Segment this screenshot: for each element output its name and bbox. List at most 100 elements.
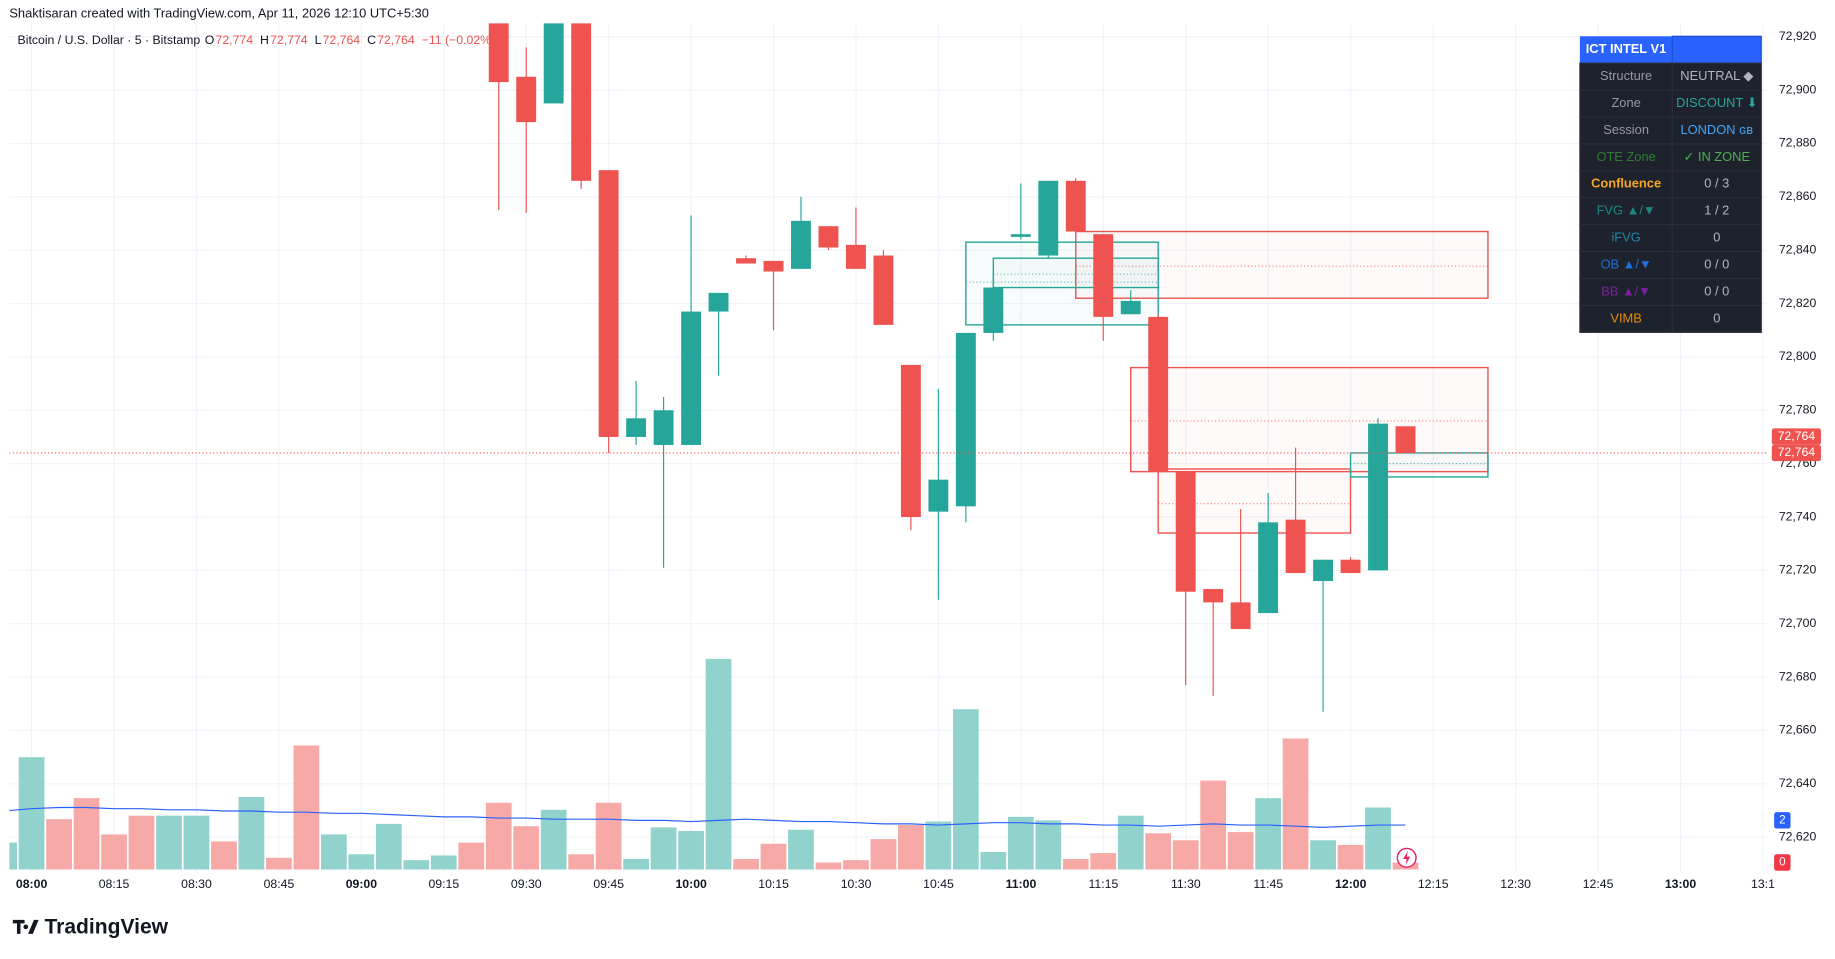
- x-tick-label: 11:15: [1089, 877, 1119, 891]
- candle-body: [845, 244, 866, 269]
- volume-bar: [1090, 853, 1117, 870]
- x-tick-label: 12:45: [1583, 877, 1614, 891]
- x-tick-label: 13:00: [1665, 877, 1697, 891]
- table-cell: [1579, 224, 1673, 253]
- candle-body: [1093, 234, 1114, 317]
- ohlc-value: 72,774: [216, 33, 254, 47]
- ohlc-change: −11 (−0.02%): [422, 33, 495, 47]
- volume-bar: [1365, 807, 1391, 870]
- y-tick-label: 72,900: [1779, 82, 1817, 96]
- candle-body: [626, 418, 647, 437]
- y-tick-label: 72,780: [1779, 403, 1817, 417]
- candle-body: [736, 258, 756, 264]
- volume-bar: [1255, 798, 1281, 870]
- table-header-bg: [1579, 36, 1673, 64]
- volume-bar: [1200, 780, 1227, 870]
- table-value: 0: [1713, 310, 1720, 325]
- y-tick-label: 72,920: [1779, 29, 1817, 43]
- x-tick-label: 13:1: [1751, 877, 1775, 891]
- volume-bar: [898, 825, 924, 870]
- logo-text: TradingView: [44, 916, 168, 939]
- volume-bar: [101, 834, 127, 870]
- candle-body: [681, 311, 702, 445]
- zone: [1075, 230, 1489, 299]
- candle-body: [1285, 519, 1306, 574]
- x-tick-label: 09:00: [346, 877, 378, 891]
- price-badge: [1771, 428, 1821, 445]
- y-tick-label: 72,860: [1779, 189, 1817, 203]
- y-tick-label: 72,840: [1779, 242, 1817, 256]
- candle-body: [1313, 559, 1334, 582]
- table-label: Structure: [1600, 68, 1652, 83]
- volume-bar: [9, 842, 17, 870]
- volume-bar: [925, 821, 952, 870]
- table-label: Session: [1603, 122, 1649, 137]
- logo: TradingView: [12, 916, 169, 939]
- y-tick-label: 72,800: [1779, 349, 1817, 363]
- zone: [1157, 468, 1352, 534]
- x-tick-label: 09:30: [511, 877, 542, 891]
- volume-bar: [1337, 844, 1364, 870]
- x-tick-label: 11:00: [1006, 877, 1037, 891]
- candle-body: [1065, 180, 1086, 232]
- y-tick-label: 72,660: [1779, 723, 1817, 737]
- zone: [1130, 366, 1489, 473]
- candle-body: [1120, 300, 1141, 315]
- table-value: 0 / 0: [1704, 256, 1729, 271]
- x-tick-label: 09:15: [428, 877, 459, 891]
- table-cell: [1671, 170, 1762, 199]
- table-value: 0 / 0: [1704, 283, 1729, 298]
- volume-bar: [18, 757, 45, 870]
- volume-bar: [1227, 832, 1254, 870]
- y-tick-label: 72,820: [1779, 296, 1817, 310]
- volume-badge: [1774, 854, 1791, 871]
- volume-bar: [595, 802, 622, 870]
- volume-bar: [733, 858, 759, 870]
- price-badge-label: 72,764: [1778, 445, 1816, 459]
- y-tick-label: 72,880: [1779, 136, 1817, 150]
- volume-bar: [458, 842, 485, 870]
- x-tick-label: 12:15: [1418, 877, 1449, 891]
- table-label: VIMB: [1610, 310, 1641, 325]
- volume-bar: [293, 745, 320, 870]
- table-cell: [1579, 304, 1673, 333]
- volume-bar: [266, 857, 292, 870]
- table-label: Zone: [1611, 95, 1640, 110]
- alert-icon: [1396, 847, 1417, 868]
- volume-bar: [650, 827, 677, 870]
- volume-bar: [1062, 858, 1089, 870]
- volume-badge-label: 0: [1779, 856, 1786, 869]
- x-tick-label: 10:15: [758, 877, 789, 891]
- candle-body: [653, 410, 674, 445]
- candle-body: [818, 226, 839, 248]
- price-badge-label: 72,764: [1778, 429, 1816, 443]
- icon-bolt: [1403, 850, 1411, 865]
- table-cell: [1671, 116, 1762, 145]
- table-value: DISCOUNT ⬇: [1676, 95, 1757, 110]
- candle-body: [708, 292, 729, 312]
- volume-bar: [568, 854, 595, 870]
- volume-bar: [1007, 816, 1034, 870]
- volume-bar: [156, 815, 182, 870]
- table-label: BB ▲/▼: [1601, 283, 1651, 298]
- y-tick-label: 72,640: [1779, 776, 1817, 790]
- logo-mark: [12, 919, 39, 934]
- table-value: NEUTRAL ◆: [1680, 68, 1753, 83]
- candle-body: [571, 23, 592, 181]
- volume-bar: [788, 829, 814, 870]
- volume-bar: [348, 854, 375, 870]
- table-label: OB ▲/▼: [1601, 256, 1652, 271]
- zones: [965, 230, 1489, 534]
- zone: [992, 257, 1159, 289]
- volume-pane: [9, 658, 1419, 870]
- x-tick-label: 08:00: [16, 877, 48, 891]
- volume-bar: [46, 819, 72, 870]
- volume-ma-line: [9, 806, 1406, 828]
- candle-body: [763, 260, 784, 272]
- attribution: Shaktisaran created with TradingView.com…: [9, 5, 429, 20]
- table-label: Confluence: [1591, 176, 1661, 191]
- candle-body: [516, 76, 537, 123]
- volume-bar: [238, 796, 265, 870]
- volume-bar: [1282, 738, 1309, 870]
